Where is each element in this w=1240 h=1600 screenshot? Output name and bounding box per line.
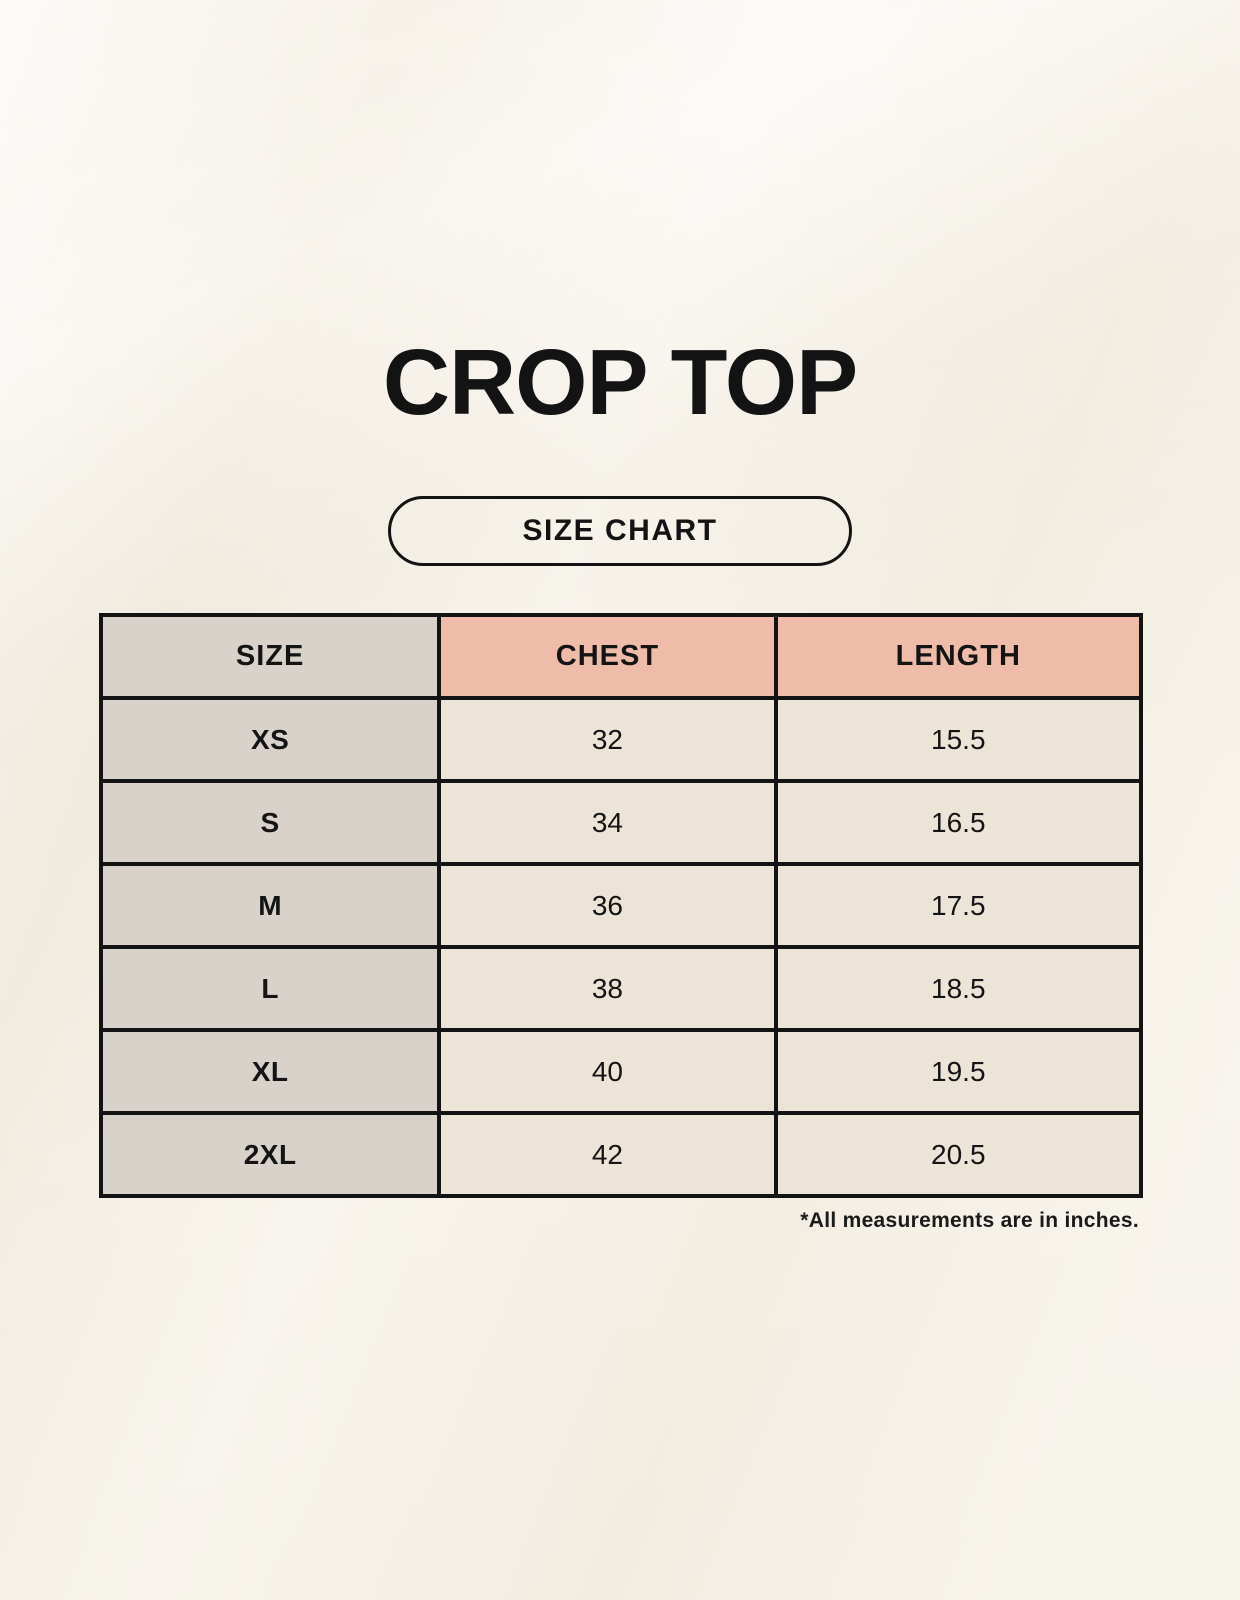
size-label: S bbox=[98, 779, 442, 866]
chest-value: 40 bbox=[437, 1028, 778, 1115]
length-value: 19.5 bbox=[773, 1028, 1144, 1115]
size-table: SIZE CHEST LENGTH XS 32 15.5 S 34 16.5 M bbox=[98, 613, 1144, 1198]
chest-value: 32 bbox=[437, 696, 778, 783]
size-chart-button-label: SIZE CHART bbox=[522, 514, 718, 547]
size-label: L bbox=[98, 945, 442, 1032]
chest-value: 38 bbox=[437, 945, 778, 1032]
table-row: XS 32 15.5 bbox=[98, 696, 1144, 783]
table-row: 2XL 42 20.5 bbox=[98, 1111, 1144, 1198]
length-value: 15.5 bbox=[773, 696, 1144, 783]
column-header-size: SIZE bbox=[98, 613, 442, 700]
table-row: XL 40 19.5 bbox=[98, 1028, 1144, 1115]
table-row: L 38 18.5 bbox=[98, 945, 1144, 1032]
size-chart-button[interactable]: SIZE CHART bbox=[388, 496, 852, 566]
chest-value: 34 bbox=[437, 779, 778, 866]
size-label: XL bbox=[98, 1028, 442, 1115]
chest-value: 36 bbox=[437, 862, 778, 949]
column-header-chest: CHEST bbox=[437, 613, 778, 700]
length-value: 17.5 bbox=[773, 862, 1144, 949]
table-row: S 34 16.5 bbox=[98, 779, 1144, 866]
chest-value: 42 bbox=[437, 1111, 778, 1198]
page-title: CROP TOP bbox=[382, 330, 858, 434]
measurements-units-note: *All measurements are in inches. bbox=[800, 1209, 1139, 1232]
length-value: 20.5 bbox=[773, 1111, 1144, 1198]
table-header-row: SIZE CHEST LENGTH bbox=[98, 613, 1144, 700]
size-label: M bbox=[98, 862, 442, 949]
size-label: 2XL bbox=[98, 1111, 442, 1198]
table-row: M 36 17.5 bbox=[98, 862, 1144, 949]
size-label: XS bbox=[98, 696, 442, 783]
size-table-container: SIZE CHEST LENGTH XS 32 15.5 S 34 16.5 M bbox=[98, 613, 1144, 1233]
length-value: 18.5 bbox=[773, 945, 1144, 1032]
column-header-length: LENGTH bbox=[773, 613, 1144, 700]
length-value: 16.5 bbox=[773, 779, 1144, 866]
